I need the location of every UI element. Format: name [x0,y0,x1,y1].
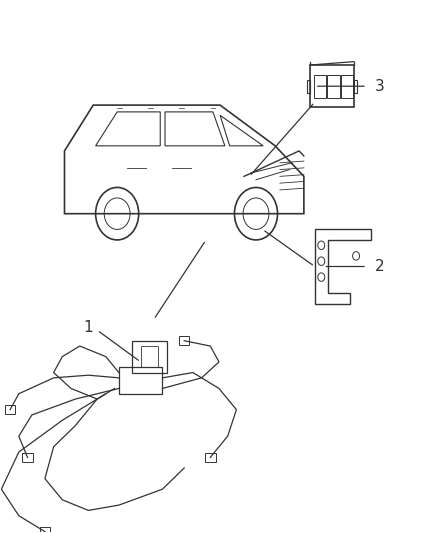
Bar [327,75,339,98]
Bar [354,80,357,93]
Bar [119,367,162,394]
Bar [341,75,353,98]
Text: 2: 2 [375,259,385,274]
Text: 1: 1 [84,320,93,335]
Bar [205,453,215,462]
Bar [22,453,33,462]
Bar [307,80,311,93]
Bar [314,75,326,98]
Bar [132,341,167,373]
Bar [40,527,50,533]
Bar [141,346,158,367]
Bar [179,336,189,345]
Text: 3: 3 [375,79,385,94]
Bar [5,406,15,414]
